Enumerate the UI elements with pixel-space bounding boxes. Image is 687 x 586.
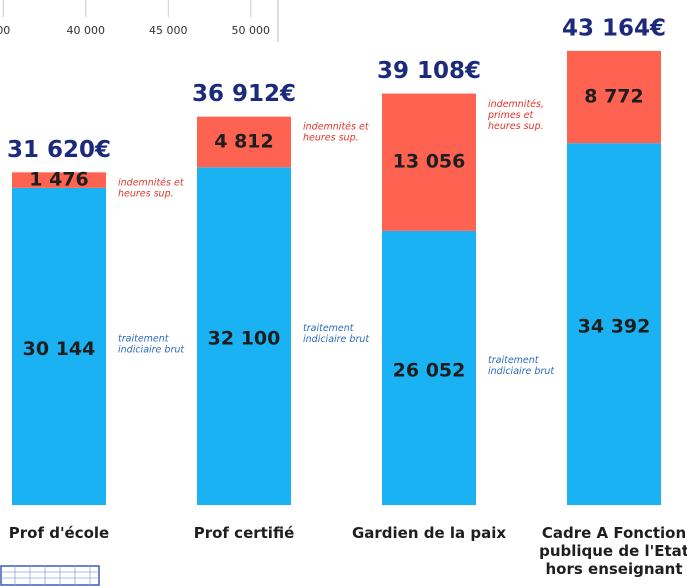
x-tick-label: Gardien de la paix xyxy=(352,524,506,542)
total-label: 43 164€ xyxy=(562,15,666,41)
grid-icon xyxy=(0,565,100,586)
annotation: indemnités et xyxy=(303,122,370,133)
x-tick-label: Cadre A Fonction publique de l'Etat hors e… xyxy=(539,524,687,578)
x-tick-label: 45 000 xyxy=(149,24,188,37)
label-line: Cadre A Fonction xyxy=(542,524,686,542)
value-label: 26 052 xyxy=(393,359,466,381)
label-line: hors enseignant xyxy=(545,560,682,578)
annotation: heures sup. xyxy=(488,121,544,132)
annotation: indiciaire brut xyxy=(488,366,555,377)
label-line: Prof d'école xyxy=(9,524,109,542)
bar-segment xyxy=(382,230,476,505)
value-label: 13 056 xyxy=(393,151,466,173)
annotation: heures sup. xyxy=(118,188,174,199)
annotation: traitement xyxy=(118,333,170,344)
bar-segment xyxy=(197,116,291,168)
annotation: indiciaire brut xyxy=(118,344,185,355)
value-label: 4 812 xyxy=(214,130,274,152)
x-tick-label: 00 xyxy=(0,24,10,37)
annotation: indemnités et xyxy=(118,177,185,188)
x-tick-label: Prof certifié xyxy=(194,524,295,542)
value-label: 1 476 xyxy=(29,169,89,191)
bar-segment xyxy=(382,93,476,231)
bar-segment xyxy=(12,187,106,506)
annotation: heures sup. xyxy=(303,133,359,144)
bar-segment xyxy=(567,143,661,506)
annotation: primes et xyxy=(487,110,534,121)
value-label: 30 144 xyxy=(23,338,96,360)
annotation: traitement xyxy=(303,323,355,334)
label-line: publique de l'Etat xyxy=(539,542,687,560)
annotation: traitement xyxy=(488,355,540,366)
x-tick-label: Prof d'école xyxy=(9,524,109,542)
x-tick-label: 50 000 xyxy=(232,24,271,37)
bar-segment xyxy=(12,172,106,188)
value-label: 8 772 xyxy=(584,86,644,108)
label-line: Gardien de la paix xyxy=(352,524,506,542)
annotation: indemnités, xyxy=(488,99,544,110)
total-label: 39 108€ xyxy=(377,58,481,84)
bar-segment xyxy=(197,167,291,505)
x-tick-label: 40 000 xyxy=(67,24,106,37)
value-label: 34 392 xyxy=(578,316,651,338)
total-label: 36 912€ xyxy=(192,81,296,107)
value-label: 32 100 xyxy=(208,328,281,350)
bar-segment xyxy=(567,50,661,144)
total-label: 31 620€ xyxy=(7,137,111,163)
annotation: indiciaire brut xyxy=(303,334,370,345)
label-line: Prof certifié xyxy=(194,524,295,542)
